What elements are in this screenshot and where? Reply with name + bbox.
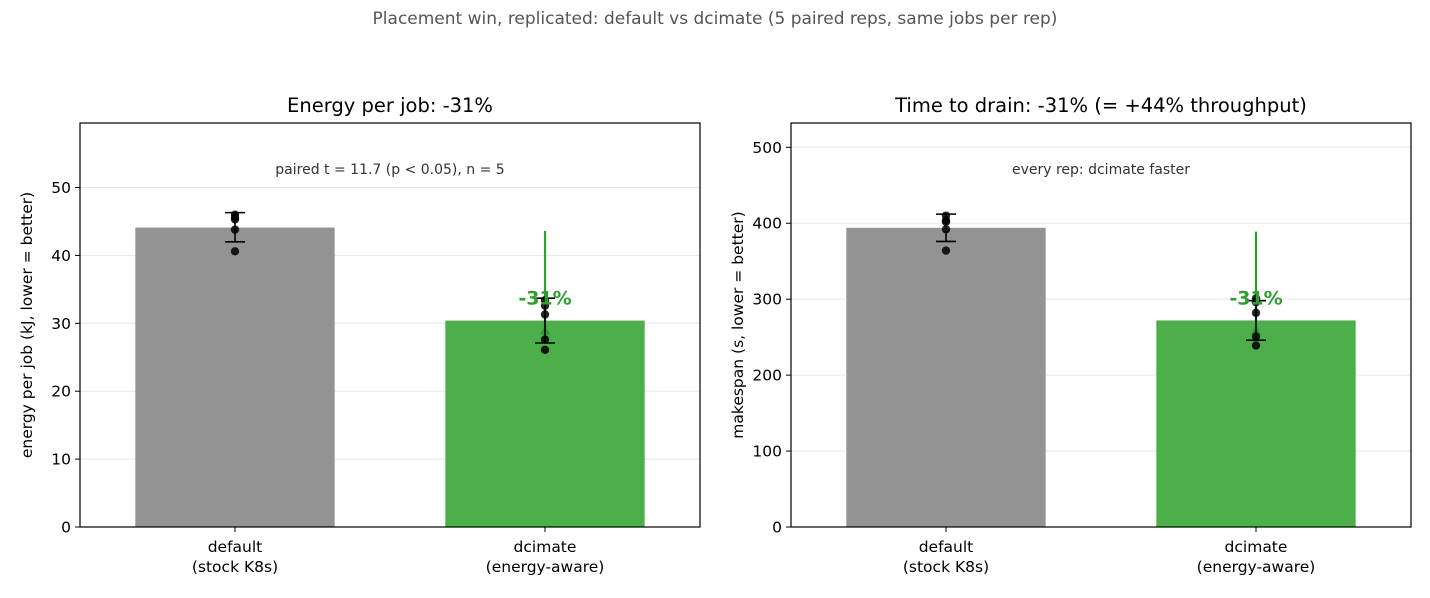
replicate-point (230, 247, 240, 256)
x-tick-label: default (stock K8s) (903, 538, 989, 576)
plot-frame (79, 122, 701, 528)
annotation: every rep: dcimate faster (1012, 162, 1190, 178)
replicate-point (1251, 308, 1261, 318)
y-tick-label: 300 (752, 291, 782, 309)
y-axis-label: energy per job (kJ, lower = better) (18, 192, 36, 458)
bar-dcimate (445, 320, 645, 527)
x-tick-label: dcimate (energy-aware) (486, 538, 605, 576)
y-tick-label: 20 (51, 383, 71, 401)
x-tick-label: default (stock K8s) (192, 538, 278, 576)
delta-label: -31% (518, 288, 571, 310)
replicate-point (230, 210, 240, 219)
replicate-point (941, 211, 951, 220)
y-tick-label: 50 (51, 179, 71, 197)
plot-frame (790, 122, 1412, 528)
replicate-point (1251, 294, 1261, 303)
replicate-point (1251, 332, 1261, 341)
annotation: paired t = 11.7 (p < 0.05), n = 5 (275, 162, 504, 178)
bar-default (135, 227, 335, 528)
y-tick-label: 500 (752, 139, 782, 157)
y-tick-label: 200 (752, 367, 782, 385)
y-tick-label: 400 (752, 215, 782, 233)
y-tick-label: 40 (51, 247, 71, 265)
replicate-point (941, 225, 951, 234)
y-axis-label: makespan (s, lower = better) (729, 211, 747, 438)
figure-suptitle: Placement win, replicated: default vs dc… (372, 9, 1058, 29)
y-tick-label: 30 (51, 315, 71, 333)
replicate-point (540, 345, 550, 354)
chart-energy-per-job: -31% paired t = 11.7 (p < 0.05), n = 5 0 10… (18, 94, 701, 576)
y-tick-label: 0 (61, 519, 71, 537)
bar-default (846, 227, 1046, 527)
replicate-point (230, 225, 240, 234)
bar-dcimate (1156, 320, 1356, 527)
y-tick-label: 100 (752, 443, 782, 461)
replicate-point (540, 296, 550, 305)
replicate-point (540, 310, 550, 319)
delta-label: -31% (1229, 287, 1282, 309)
chart-title: Energy per job: -31% (287, 94, 493, 117)
y-tick-label: 0 (772, 519, 782, 537)
y-tick-label: 10 (51, 451, 71, 469)
replicate-point (1251, 341, 1261, 350)
x-tick-label: dcimate (energy-aware) (1197, 538, 1316, 576)
chart-title: Time to drain: -31% (= +44% throughput) (894, 94, 1307, 117)
replicate-point (540, 335, 550, 344)
chart-time-to-drain: -31% every rep: dcimate faster 0 100 200 300 4… (729, 94, 1412, 576)
replicate-point (941, 246, 951, 255)
